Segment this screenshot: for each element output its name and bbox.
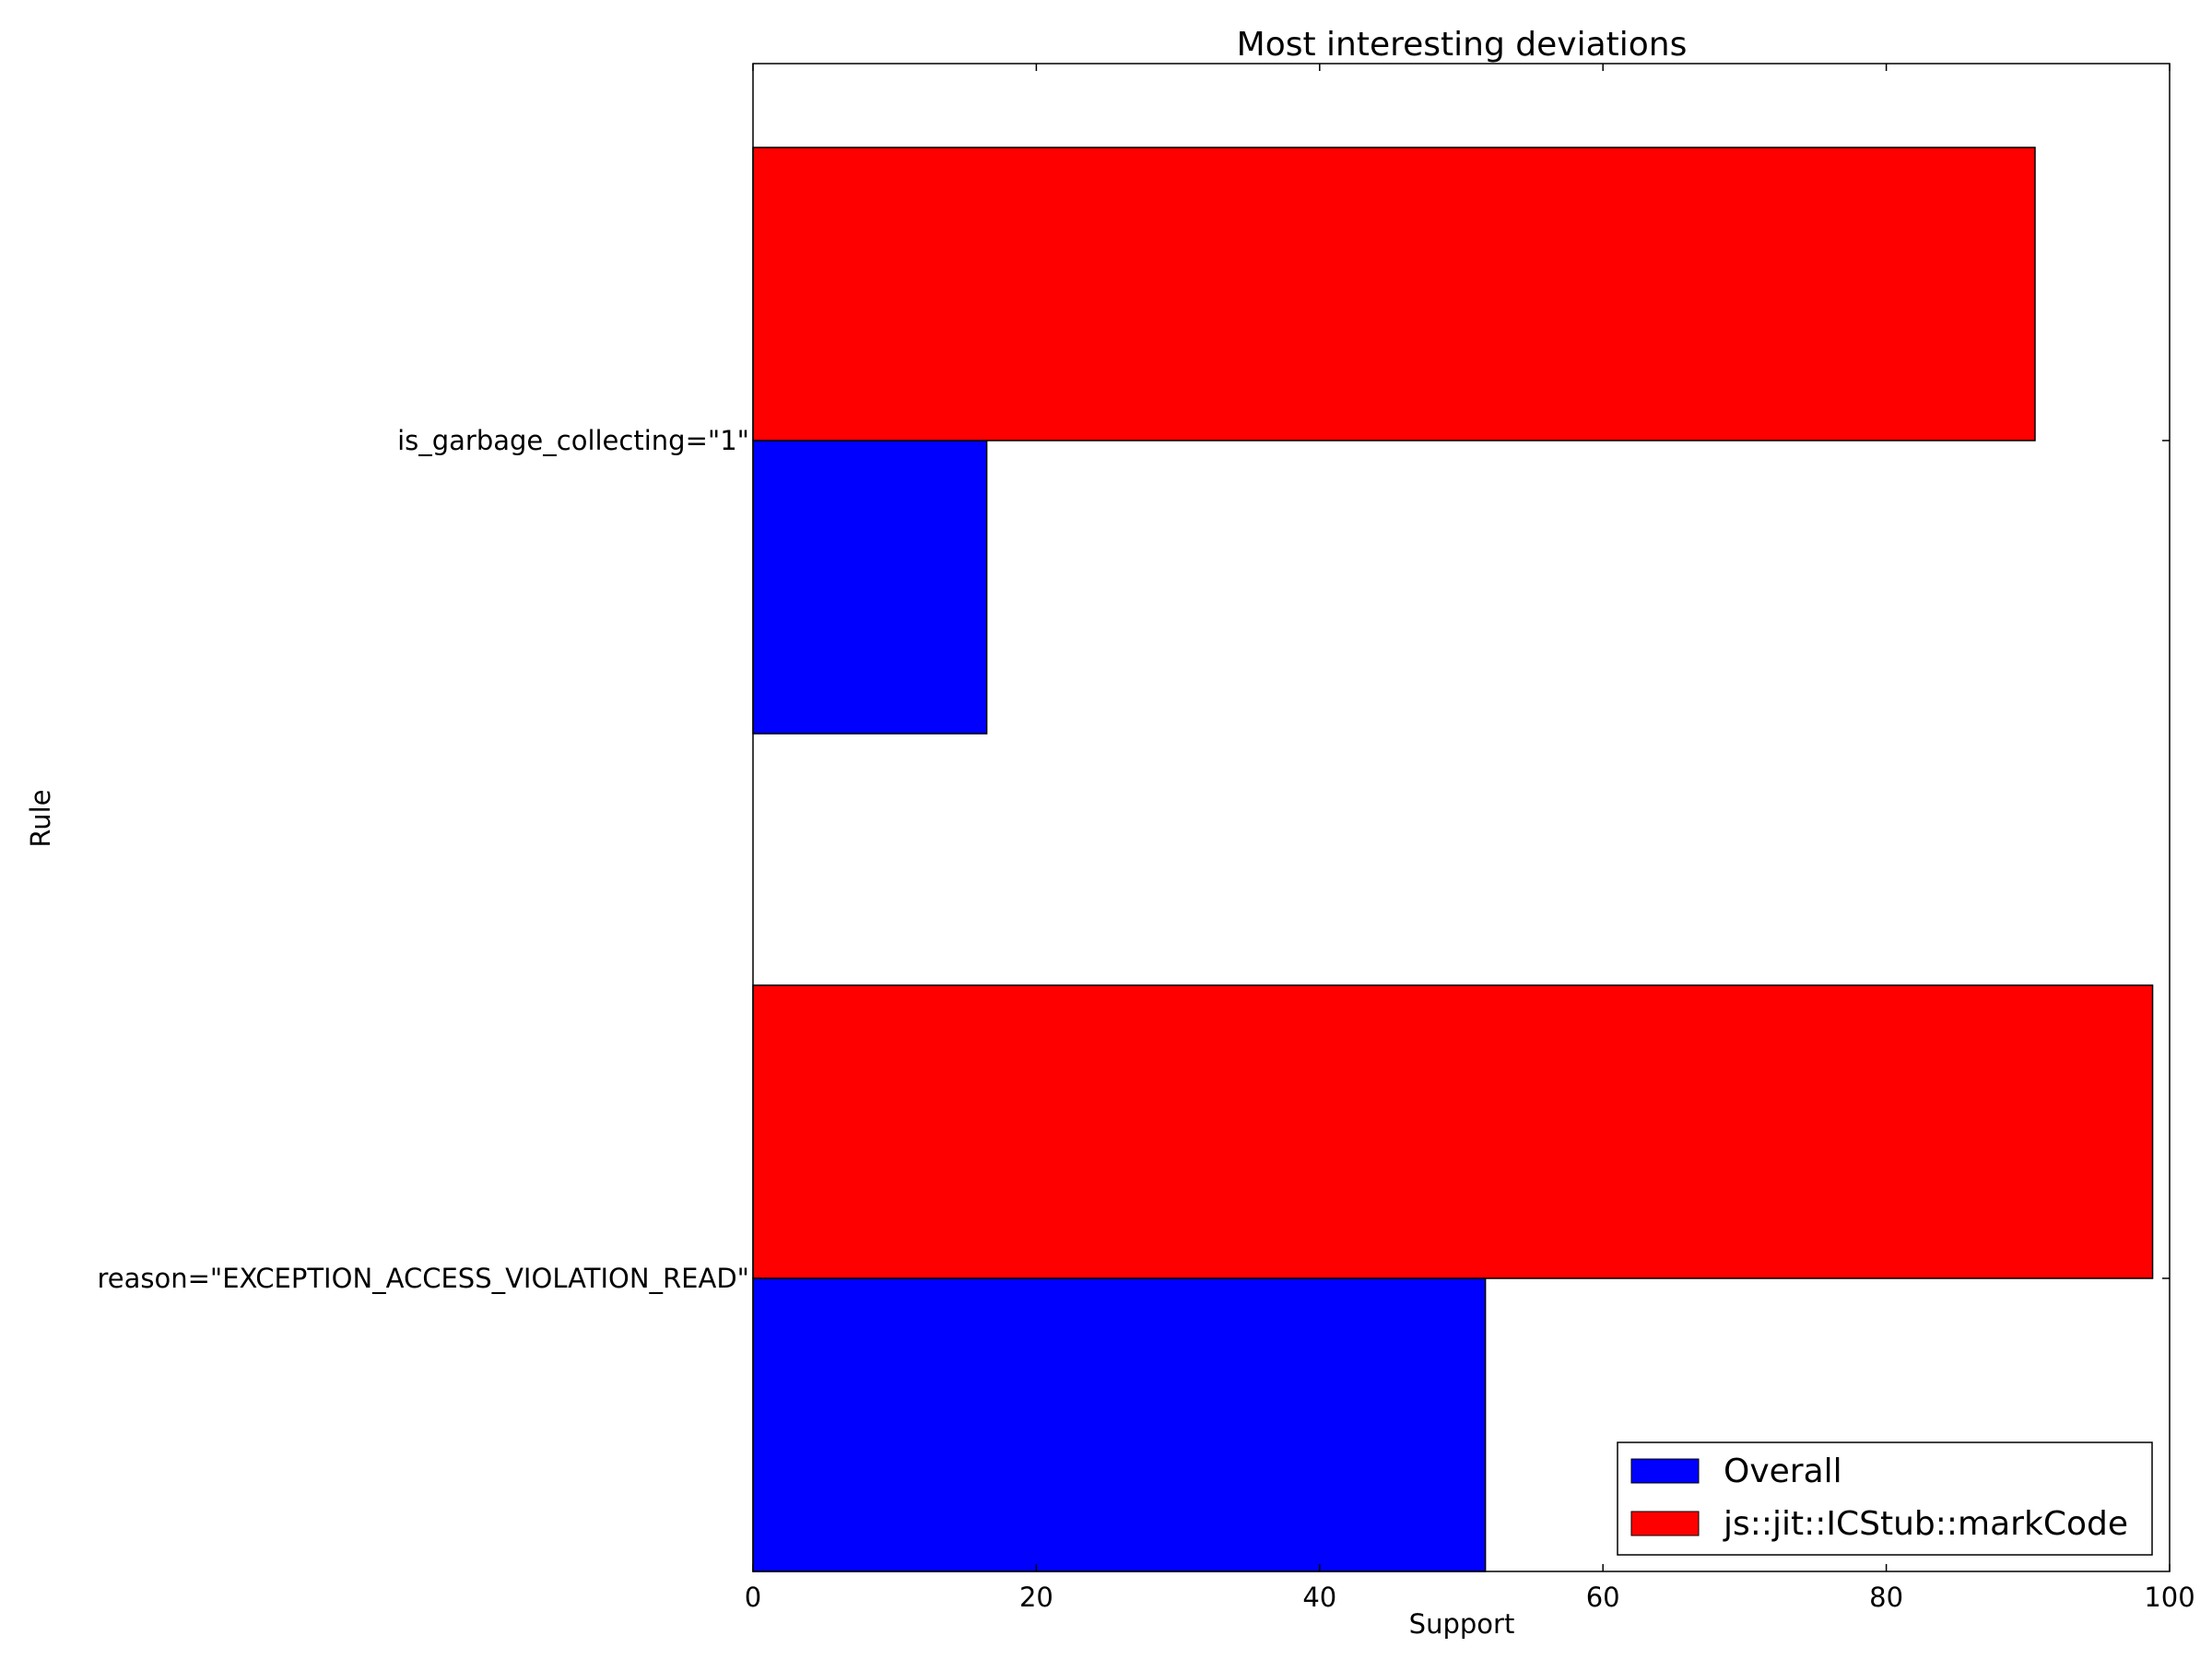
y-axis-label: Rule [25, 789, 56, 847]
ticks-layer [752, 64, 2171, 1571]
bar-overall-1 [752, 440, 988, 735]
bar-js-jit-icstub-markcode-2 [752, 984, 2154, 1279]
legend-label-markcode: js::jit::ICStub::markCode [1723, 1505, 2128, 1543]
y-tick-label-2: reason="EXCEPTION_ACCESS_VIOLATION_READ" [97, 1263, 749, 1294]
legend: Overall js::jit::ICStub::markCode [1617, 1441, 2153, 1556]
legend-label-overall: Overall [1724, 1453, 1842, 1490]
x-tick-label-40: 40 [1302, 1582, 1336, 1613]
x-tick-label-20: 20 [1019, 1582, 1053, 1613]
x-tick-label-80: 80 [1869, 1582, 1903, 1613]
chart-title: Most interesting deviations [1237, 26, 1688, 64]
legend-swatch-overall [1630, 1458, 1700, 1484]
bar-js-jit-icstub-markcode-1 [752, 147, 2036, 441]
x-axis-label: Support [1409, 1608, 1515, 1640]
bar-overall-2 [752, 1277, 1487, 1572]
x-tick-label-0: 0 [745, 1582, 761, 1613]
x-tick-label-100: 100 [2144, 1582, 2194, 1613]
x-tick-labels: 0 20 40 60 80 100 [745, 1582, 2195, 1613]
y-tick-labels: is_garbage_collecting="1" reason="EXCEPTI… [97, 425, 749, 1294]
legend-swatch-markcode [1630, 1511, 1700, 1536]
plot-frame [752, 63, 2171, 1572]
y-tick-label-1: is_garbage_collecting="1" [397, 425, 749, 456]
legend-box [1617, 1441, 2153, 1556]
x-tick-label-60: 60 [1586, 1582, 1620, 1613]
bars-layer [752, 147, 2154, 1572]
